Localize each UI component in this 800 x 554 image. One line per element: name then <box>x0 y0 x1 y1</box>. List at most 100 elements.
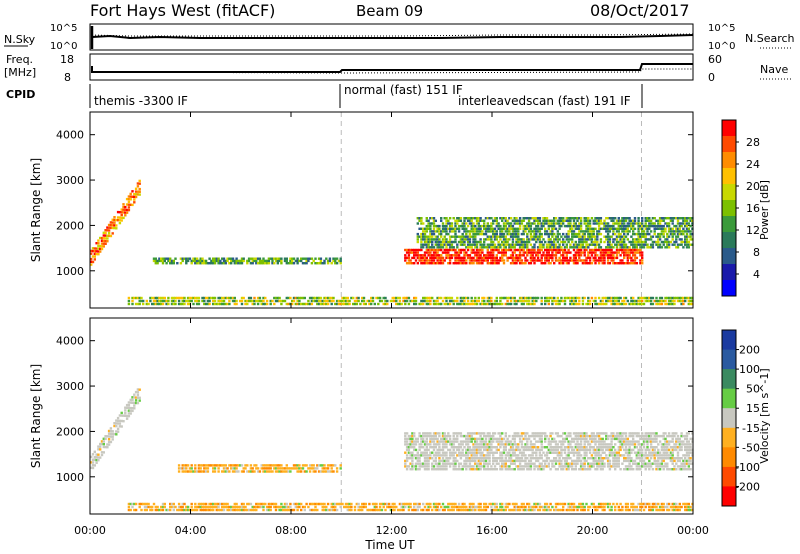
data-cell <box>120 213 123 217</box>
data-cell <box>450 235 454 238</box>
data-cell <box>477 251 480 254</box>
data-cell <box>181 296 184 300</box>
data-cell <box>319 257 323 260</box>
data-cell <box>558 227 561 230</box>
data-cell <box>452 462 455 465</box>
data-cell <box>544 508 547 512</box>
data-cell <box>606 299 610 303</box>
data-cell <box>551 251 554 254</box>
data-cell <box>578 238 581 241</box>
data-cell <box>676 299 680 303</box>
data-cell <box>533 437 536 441</box>
data-cell <box>97 247 100 250</box>
data-cell <box>601 256 604 260</box>
data-cell <box>592 299 595 303</box>
data-cell <box>603 240 606 244</box>
data-cell <box>614 222 617 225</box>
data-cell <box>124 211 127 214</box>
data-cell <box>172 505 175 509</box>
data-cell <box>305 502 308 506</box>
data-cell <box>425 251 428 254</box>
data-cell <box>501 508 504 512</box>
data-cell <box>657 227 660 230</box>
data-cell <box>479 254 482 257</box>
data-cell <box>431 246 434 249</box>
data-cell <box>404 443 407 446</box>
data-cell <box>194 467 197 470</box>
data-cell <box>531 254 534 257</box>
data-cell <box>262 508 265 512</box>
data-cell <box>542 446 545 449</box>
data-cell <box>529 238 533 241</box>
data-cell <box>605 302 608 306</box>
data-cell <box>179 467 183 470</box>
data-cell <box>596 230 599 233</box>
data-cell <box>457 259 461 262</box>
data-cell <box>436 454 439 457</box>
data-cell <box>574 262 577 265</box>
data-cell <box>547 508 550 512</box>
data-cell <box>619 222 622 225</box>
data-cell <box>287 467 290 470</box>
data-cell <box>352 302 355 306</box>
data-cell <box>296 502 299 506</box>
data-cell <box>240 302 244 306</box>
data-cell <box>562 502 565 506</box>
data-cell <box>465 230 468 233</box>
data-cell <box>233 464 236 467</box>
data-cell <box>513 443 516 446</box>
data-cell <box>296 296 299 300</box>
data-cell <box>648 508 651 512</box>
data-cell <box>571 232 574 236</box>
data-cell <box>481 243 484 246</box>
data-cell <box>134 193 138 196</box>
data-cell <box>461 508 464 512</box>
data-cell <box>303 302 306 306</box>
data-cell <box>425 238 428 241</box>
data-cell <box>633 243 637 246</box>
data-cell <box>623 243 626 246</box>
data-cell <box>335 302 339 306</box>
data-cell <box>526 246 529 249</box>
data-cell <box>301 257 305 260</box>
data-cell <box>432 238 436 241</box>
data-cell <box>556 446 559 449</box>
data-cell <box>95 456 98 459</box>
data-cell <box>544 505 547 509</box>
data-cell <box>206 467 210 470</box>
data-cell <box>657 222 660 225</box>
data-cell <box>581 232 585 236</box>
data-cell <box>445 505 448 509</box>
data-cell <box>551 222 554 225</box>
data-cell <box>571 299 574 303</box>
data-cell <box>637 251 640 254</box>
data-cell <box>483 227 486 230</box>
data-cell <box>492 254 495 257</box>
data-cell <box>440 468 443 471</box>
data-cell <box>567 465 570 468</box>
data-cell <box>527 454 531 457</box>
data-cell <box>106 226 109 229</box>
data-cell <box>486 251 489 254</box>
data-cell <box>641 235 644 238</box>
data-cell <box>553 457 556 460</box>
data-cell <box>431 259 434 262</box>
data-cell <box>685 217 689 220</box>
data-cell <box>574 462 577 465</box>
data-cell <box>615 222 619 225</box>
data-cell <box>569 434 572 438</box>
data-cell <box>687 299 690 303</box>
data-cell <box>651 508 655 512</box>
data-cell <box>536 230 540 233</box>
data-cell <box>317 464 321 467</box>
data-cell <box>560 299 563 303</box>
data-cell <box>583 235 586 238</box>
data-cell <box>669 240 673 244</box>
data-cell <box>612 299 615 303</box>
data-cell <box>515 243 518 246</box>
data-cell <box>578 502 581 506</box>
data-cell <box>425 462 428 465</box>
data-cell <box>493 459 497 463</box>
data-cell <box>423 440 427 443</box>
y-tick-label: 1000 <box>56 471 84 484</box>
